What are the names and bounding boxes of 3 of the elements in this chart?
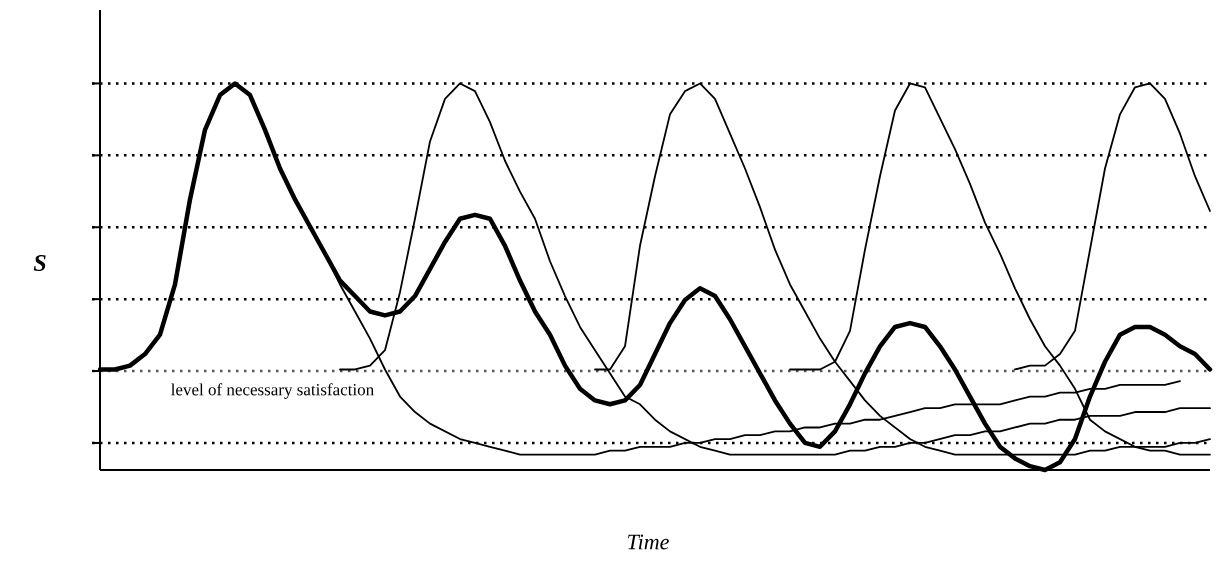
x-axis-title: Time [628, 534, 669, 550]
y-axis-title: S [33, 254, 46, 272]
ref-line-label: level of necessary satisfaction [171, 383, 374, 399]
